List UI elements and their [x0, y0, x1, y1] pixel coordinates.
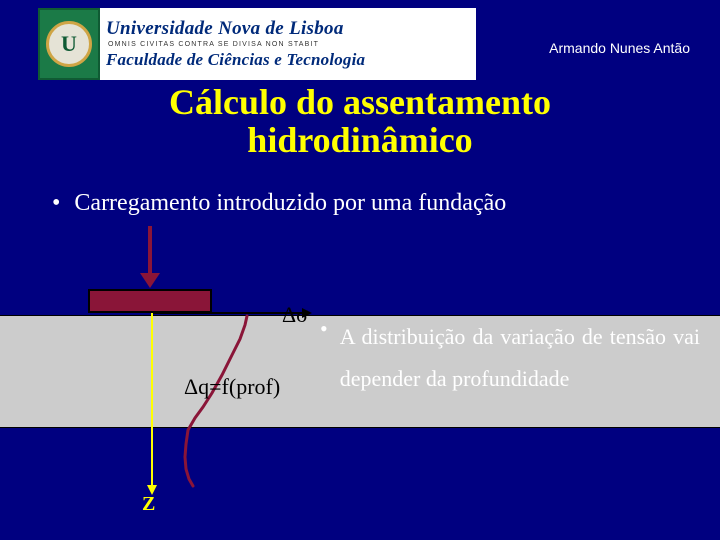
load-arrow-icon [140, 226, 160, 288]
delta-q-function-label: Δq=f(prof) [184, 374, 280, 400]
university-name: Universidade Nova de Lisboa [106, 18, 470, 40]
seal-letter: U [46, 21, 92, 67]
z-axis [145, 313, 159, 497]
delta-sigma-label: Δσ [282, 302, 308, 328]
university-seal: U [38, 8, 100, 80]
bullet-1-text: Carregamento introduzido por uma fundaçã… [74, 190, 506, 217]
stress-curve [0, 0, 720, 540]
faculty-name: Faculdade de Ciências e Tecnologia [106, 50, 470, 70]
bullet-dot-icon: • [52, 190, 60, 217]
author-name: Armando Nunes Antão [549, 40, 690, 56]
title-line-2: hidrodinâmico [247, 120, 472, 160]
bullet-foundation-load: • Carregamento introduzido por uma funda… [52, 190, 506, 217]
banner-text: Universidade Nova de Lisboa OMNIS CIVITA… [100, 8, 476, 80]
bullet-stress-distribution: • A distribuição da variação de tensão v… [320, 316, 700, 400]
bullet-dot-icon: • [320, 316, 328, 400]
title-line-1: Cálculo do assentamento [169, 82, 551, 122]
slide-title: Cálculo do assentamento hidrodinâmico [0, 84, 720, 160]
bullet-2-text: A distribuição da variação de tensão vai… [340, 316, 700, 400]
z-axis-label: Z [142, 493, 155, 516]
university-motto: OMNIS CIVITAS CONTRA SE DIVISA NON STABI… [108, 41, 470, 48]
university-banner: U Universidade Nova de Lisboa OMNIS CIVI… [38, 8, 476, 80]
